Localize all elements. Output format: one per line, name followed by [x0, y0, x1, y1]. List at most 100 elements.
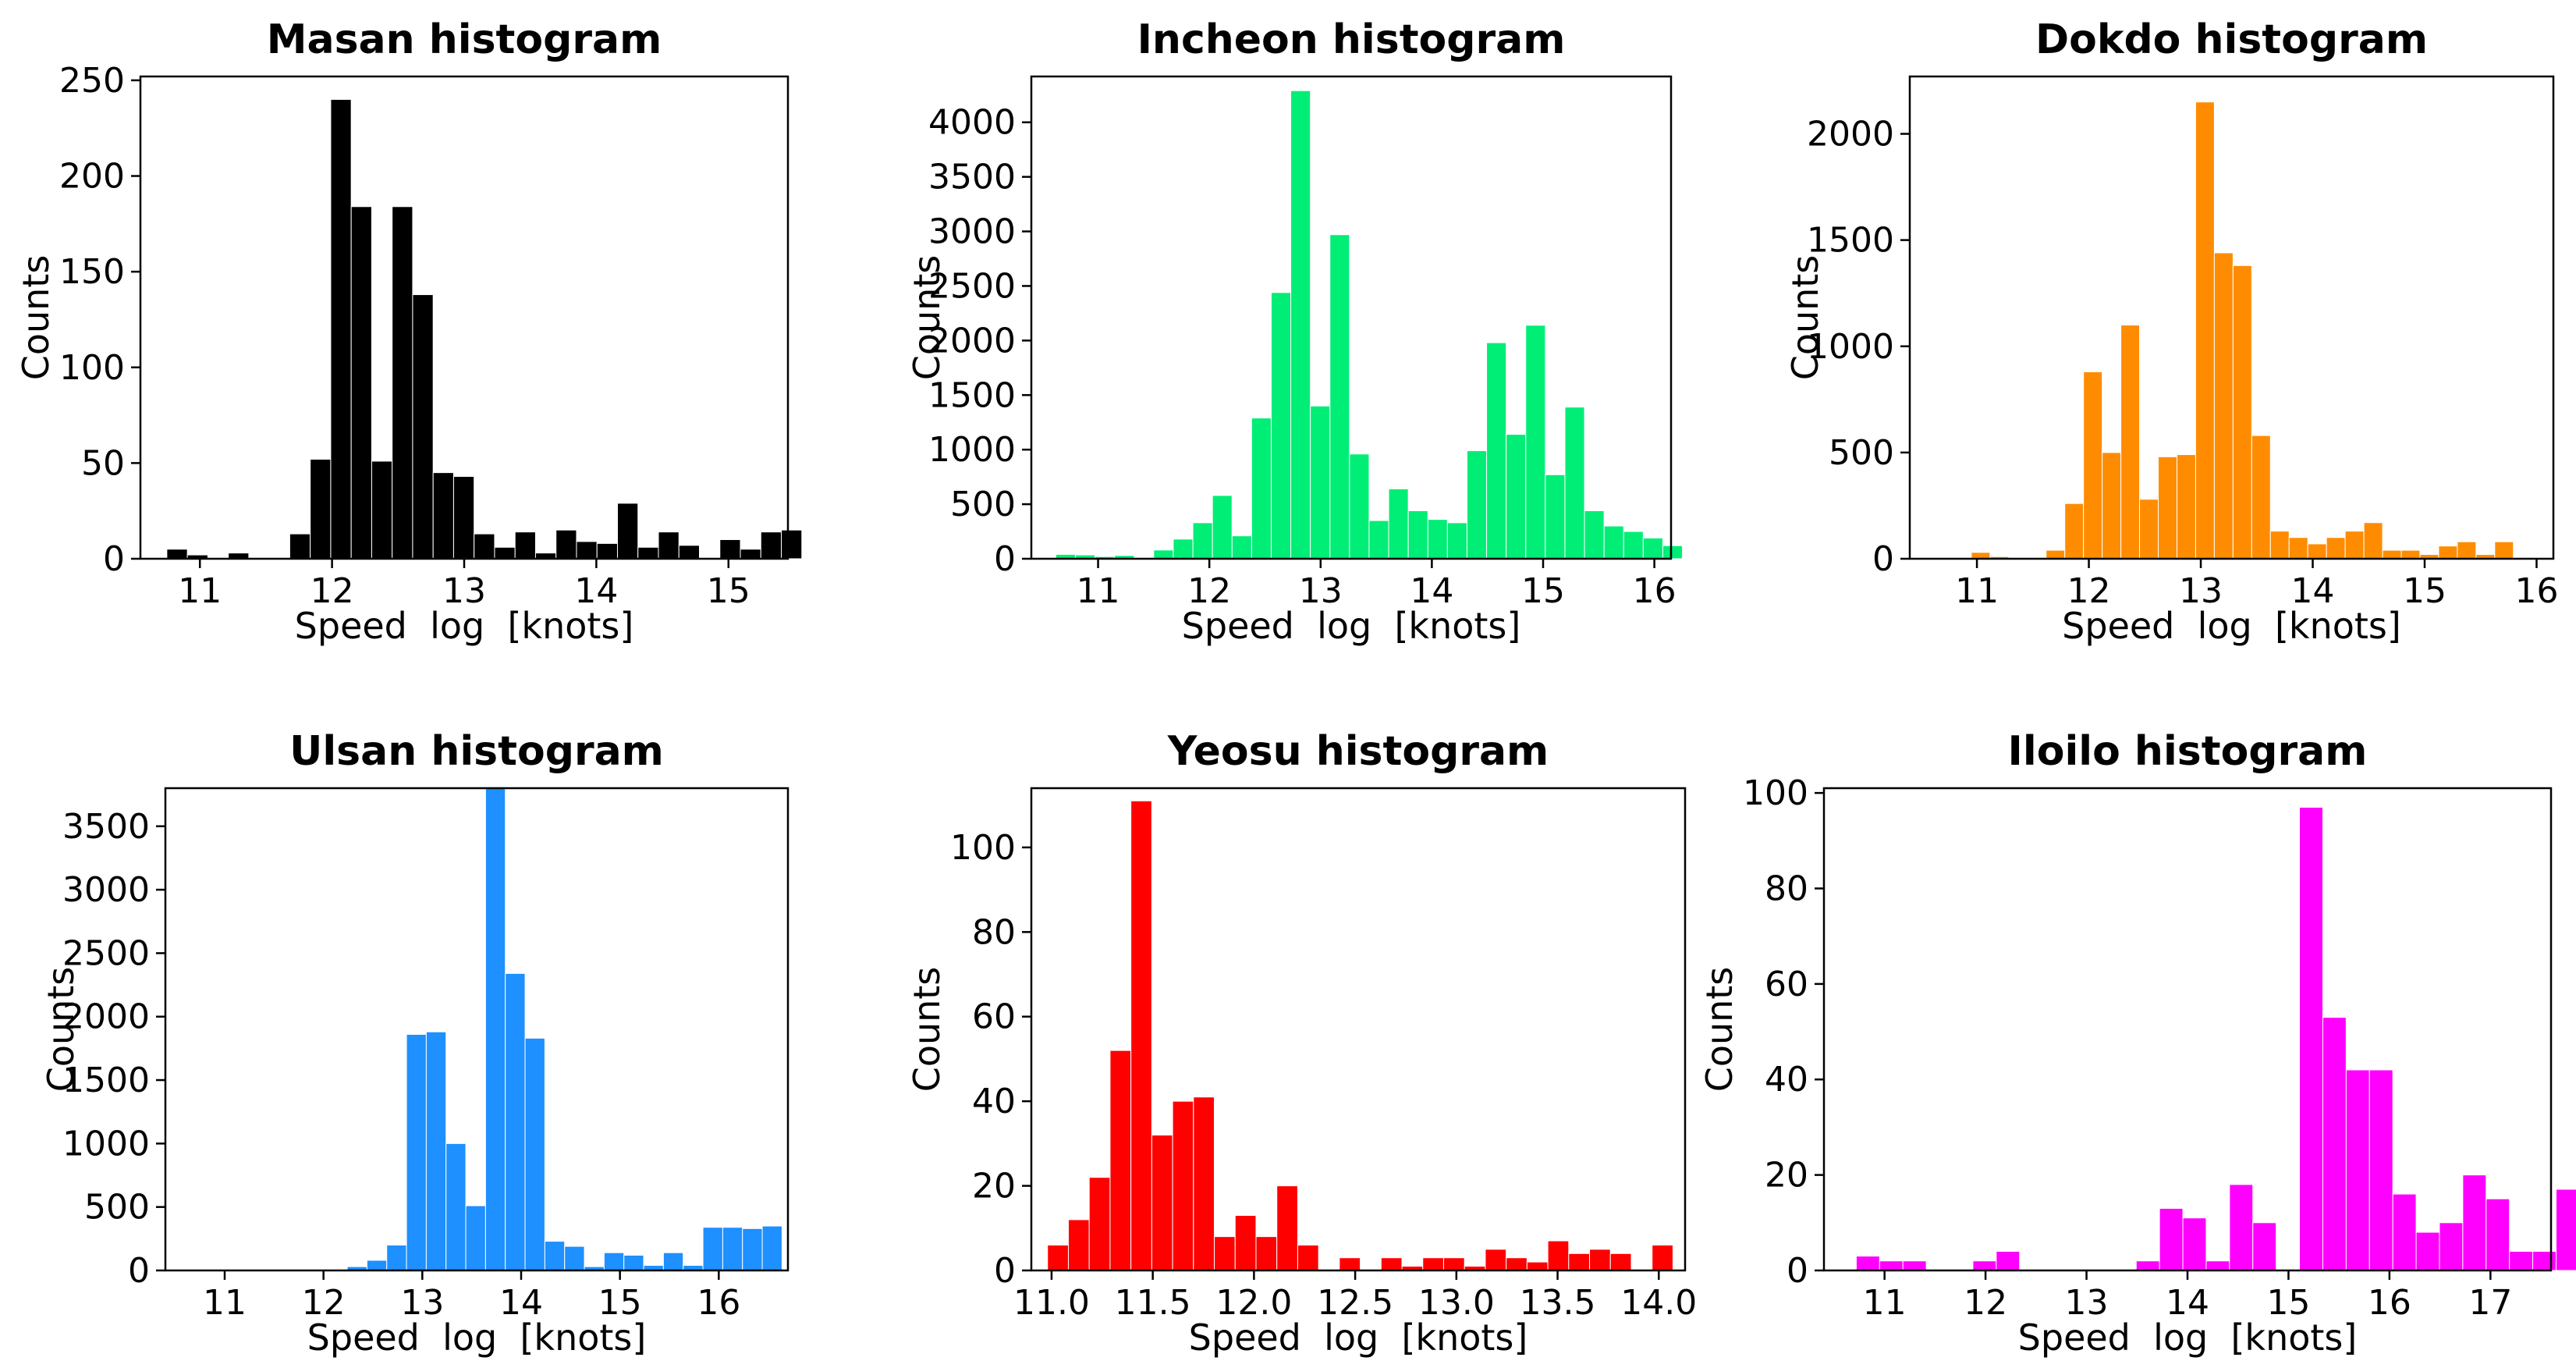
- histogram-bar: [2344, 531, 2365, 560]
- histogram-bar: [2532, 1251, 2556, 1271]
- histogram-bar: [2120, 325, 2141, 560]
- histogram-bar: [781, 529, 803, 560]
- x-tick-label: 13.5: [1520, 1283, 1596, 1323]
- histogram-bar: [1407, 510, 1428, 560]
- histogram-bar: [465, 1205, 486, 1271]
- histogram-bar: [722, 1227, 743, 1271]
- x-tick-label: 13: [2179, 571, 2223, 611]
- histogram-bar: [2400, 549, 2421, 560]
- histogram-bar: [1584, 510, 1605, 560]
- histogram-bar: [2363, 522, 2383, 560]
- y-tick-label: 2500: [928, 266, 1016, 306]
- histogram-bar: [1526, 1261, 1549, 1271]
- y-axis-label: Counts: [1784, 255, 1826, 381]
- histogram-bar: [1255, 1236, 1278, 1271]
- histogram-bar: [445, 1142, 467, 1271]
- histogram-bar: [1088, 1177, 1111, 1271]
- x-axis-label: Speed log [knots]: [1182, 605, 1521, 647]
- histogram-bar: [2299, 806, 2323, 1271]
- y-tick-label: 500: [1829, 433, 1894, 473]
- y-tick-label: 4000: [928, 103, 1016, 143]
- histogram-bar: [719, 538, 741, 560]
- histogram-bar: [1214, 1236, 1236, 1271]
- histogram-bar: [1662, 545, 1684, 560]
- x-tick-label: 15: [598, 1283, 642, 1323]
- x-tick-label: 12: [1964, 1283, 2007, 1323]
- histogram-bar: [576, 541, 598, 560]
- histogram-bar: [1442, 1257, 1465, 1271]
- x-tick-label: 16: [697, 1283, 740, 1323]
- x-tick-label: 12: [2067, 571, 2111, 611]
- histogram-bar: [1047, 1244, 1069, 1271]
- y-tick-label: 40: [972, 1082, 1016, 1121]
- histogram-bar: [702, 1227, 723, 1271]
- x-axis-label: Speed log [knots]: [1189, 1316, 1528, 1359]
- y-tick-label: 3000: [928, 212, 1016, 252]
- y-tick-label: 500: [950, 485, 1016, 524]
- histogram-bar: [2382, 549, 2402, 560]
- histogram-bar: [2288, 537, 2308, 560]
- histogram-bar: [386, 1244, 407, 1271]
- x-tick-label: 15: [2266, 1283, 2310, 1323]
- x-tick-label: 16: [2368, 1283, 2411, 1323]
- y-tick-label: 60: [972, 997, 1016, 1037]
- histogram-bar: [1153, 549, 1174, 560]
- x-tick-label: 15: [2403, 571, 2446, 611]
- x-axis-label: Speed log [knots]: [295, 605, 634, 647]
- y-tick-label: 100: [950, 828, 1016, 868]
- histogram-bar: [1212, 495, 1233, 560]
- histogram-bar: [412, 294, 434, 560]
- histogram-bar: [1339, 1257, 1361, 1271]
- histogram-bar: [432, 472, 454, 560]
- y-tick-label: 2000: [62, 997, 150, 1037]
- histogram-bar: [2229, 1184, 2254, 1271]
- histogram-bar: [555, 529, 577, 560]
- histogram-bar: [1972, 1260, 1997, 1271]
- y-tick-label: 3000: [62, 870, 150, 910]
- plot-frame: [1822, 787, 2553, 1272]
- y-tick-label: 2500: [62, 933, 150, 973]
- histogram-bar: [1231, 535, 1252, 560]
- histogram-bar: [1446, 522, 1467, 560]
- histogram-bar: [2307, 543, 2327, 560]
- histogram-bar: [2486, 1198, 2510, 1271]
- histogram-panel-5: 11 12 13 14 15 16 17 0 20 40 60 80 100 Iloilo histogr…: [1698, 728, 2576, 1359]
- histogram-bar: [1368, 520, 1389, 560]
- y-tick-label: 500: [84, 1188, 150, 1228]
- x-tick-label: 11: [203, 1283, 247, 1323]
- histogram-bar: [1564, 407, 1585, 560]
- histogram-bar: [2509, 1251, 2534, 1271]
- histogram-bar: [2494, 541, 2514, 560]
- histogram-bar: [2213, 252, 2234, 560]
- histogram-bar: [1609, 1253, 1632, 1271]
- y-tick-label: 1000: [928, 430, 1016, 470]
- histogram-bar: [2462, 1174, 2487, 1271]
- y-tick-label: 1500: [62, 1061, 150, 1100]
- y-tick-label: 0: [1787, 1251, 1808, 1291]
- x-tick-label: 14: [1410, 571, 1453, 611]
- histogram-panel-3: 11 12 13 14 15 16 0 500 1000 1500 2000 2500 3000 3500…: [40, 728, 789, 1359]
- x-axis-label: Speed log [knots]: [2062, 605, 2401, 647]
- x-tick-label: 16: [1633, 571, 1677, 611]
- y-tick-label: 50: [81, 443, 125, 483]
- histogram-bar: [1652, 1244, 1673, 1271]
- histogram-bar: [524, 1037, 545, 1271]
- y-tick-label: 0: [128, 1251, 150, 1291]
- histogram-panel-1: 11 12 13 14 15 16 0 500 1000 1500 2000 2500 3000 3500…: [906, 16, 1684, 647]
- x-tick-label: 11.0: [1013, 1283, 1090, 1323]
- histogram-bar: [484, 786, 506, 1271]
- histogram-bar: [1234, 1215, 1257, 1271]
- histogram-bar: [1172, 1100, 1194, 1271]
- histogram-bar: [366, 1260, 388, 1271]
- histogram-bar: [2176, 454, 2196, 560]
- histogram-bar: [658, 531, 679, 560]
- histogram-bar: [2064, 503, 2085, 560]
- x-tick-label: 14: [2291, 571, 2335, 611]
- y-axis-label: Counts: [1698, 967, 1740, 1093]
- y-tick-label: 20: [1765, 1156, 1808, 1196]
- histogram-bar: [2159, 1207, 2184, 1271]
- y-axis-label: Counts: [15, 255, 57, 381]
- y-tick-label: 20: [972, 1167, 1016, 1206]
